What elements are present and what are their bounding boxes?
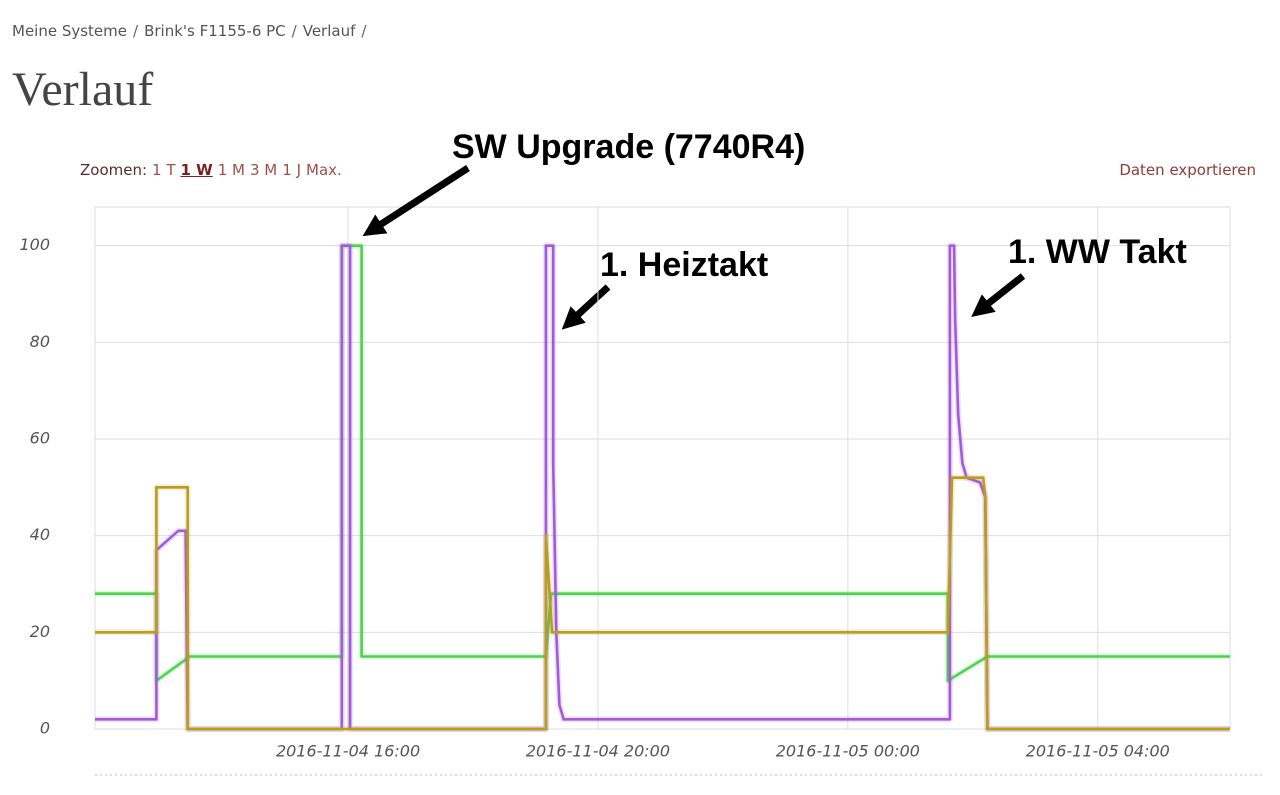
arrow (561, 284, 611, 330)
x-tick-label: 2016-11-04 20:00 (526, 742, 670, 761)
x-tick-label: 2016-11-04 16:00 (276, 742, 420, 761)
x-tick-label: 2016-11-05 00:00 (776, 742, 920, 761)
zoom-option[interactable]: 1 T (152, 161, 176, 179)
page-title: Verlauf (12, 63, 154, 116)
zoom-option[interactable]: 1 M (217, 161, 245, 179)
series-line (95, 244, 1230, 682)
breadcrumb-link[interactable]: Brink's F1155-6 PC (144, 22, 286, 40)
breadcrumb-separator: / (133, 22, 139, 40)
zoom-label: Zoomen: (80, 161, 148, 179)
y-tick-label: 20 (30, 622, 50, 641)
zoom-option[interactable]: Max. (306, 161, 342, 179)
zoom-option[interactable]: 3 M (250, 161, 278, 179)
annotation: 1. WW Takt (1008, 233, 1187, 271)
y-tick-label: 0 (40, 719, 50, 738)
zoom-option[interactable]: 1 W (180, 161, 213, 179)
series-line (95, 476, 1230, 731)
annotation: 1. Heiztakt (600, 246, 768, 284)
export-link[interactable]: Daten exportieren (1119, 161, 1256, 179)
y-tick-label: 100 (19, 235, 50, 254)
plot-frame (94, 206, 1231, 730)
annotation: SW Upgrade (7740R4) (452, 128, 805, 166)
breadcrumb-link[interactable]: Meine Systeme (12, 22, 128, 40)
zoom-option[interactable]: 1 J (282, 161, 302, 179)
x-tick-label: 2016-11-05 04:00 (1026, 742, 1170, 761)
breadcrumb-separator: / (361, 22, 367, 40)
y-tick-label: 40 (30, 525, 50, 544)
breadcrumb-link[interactable]: Verlauf (302, 22, 356, 40)
arrow (971, 273, 1026, 317)
y-tick-label: 80 (30, 332, 50, 351)
breadcrumb-separator: / (291, 22, 297, 40)
breadcrumb: Meine Systeme / Brink's F1155-6 PC / Verlauf… (12, 22, 372, 40)
series-glow (95, 474, 1230, 732)
arrow (362, 165, 470, 237)
y-tick-label: 60 (30, 429, 50, 448)
series-glow (95, 242, 1230, 684)
